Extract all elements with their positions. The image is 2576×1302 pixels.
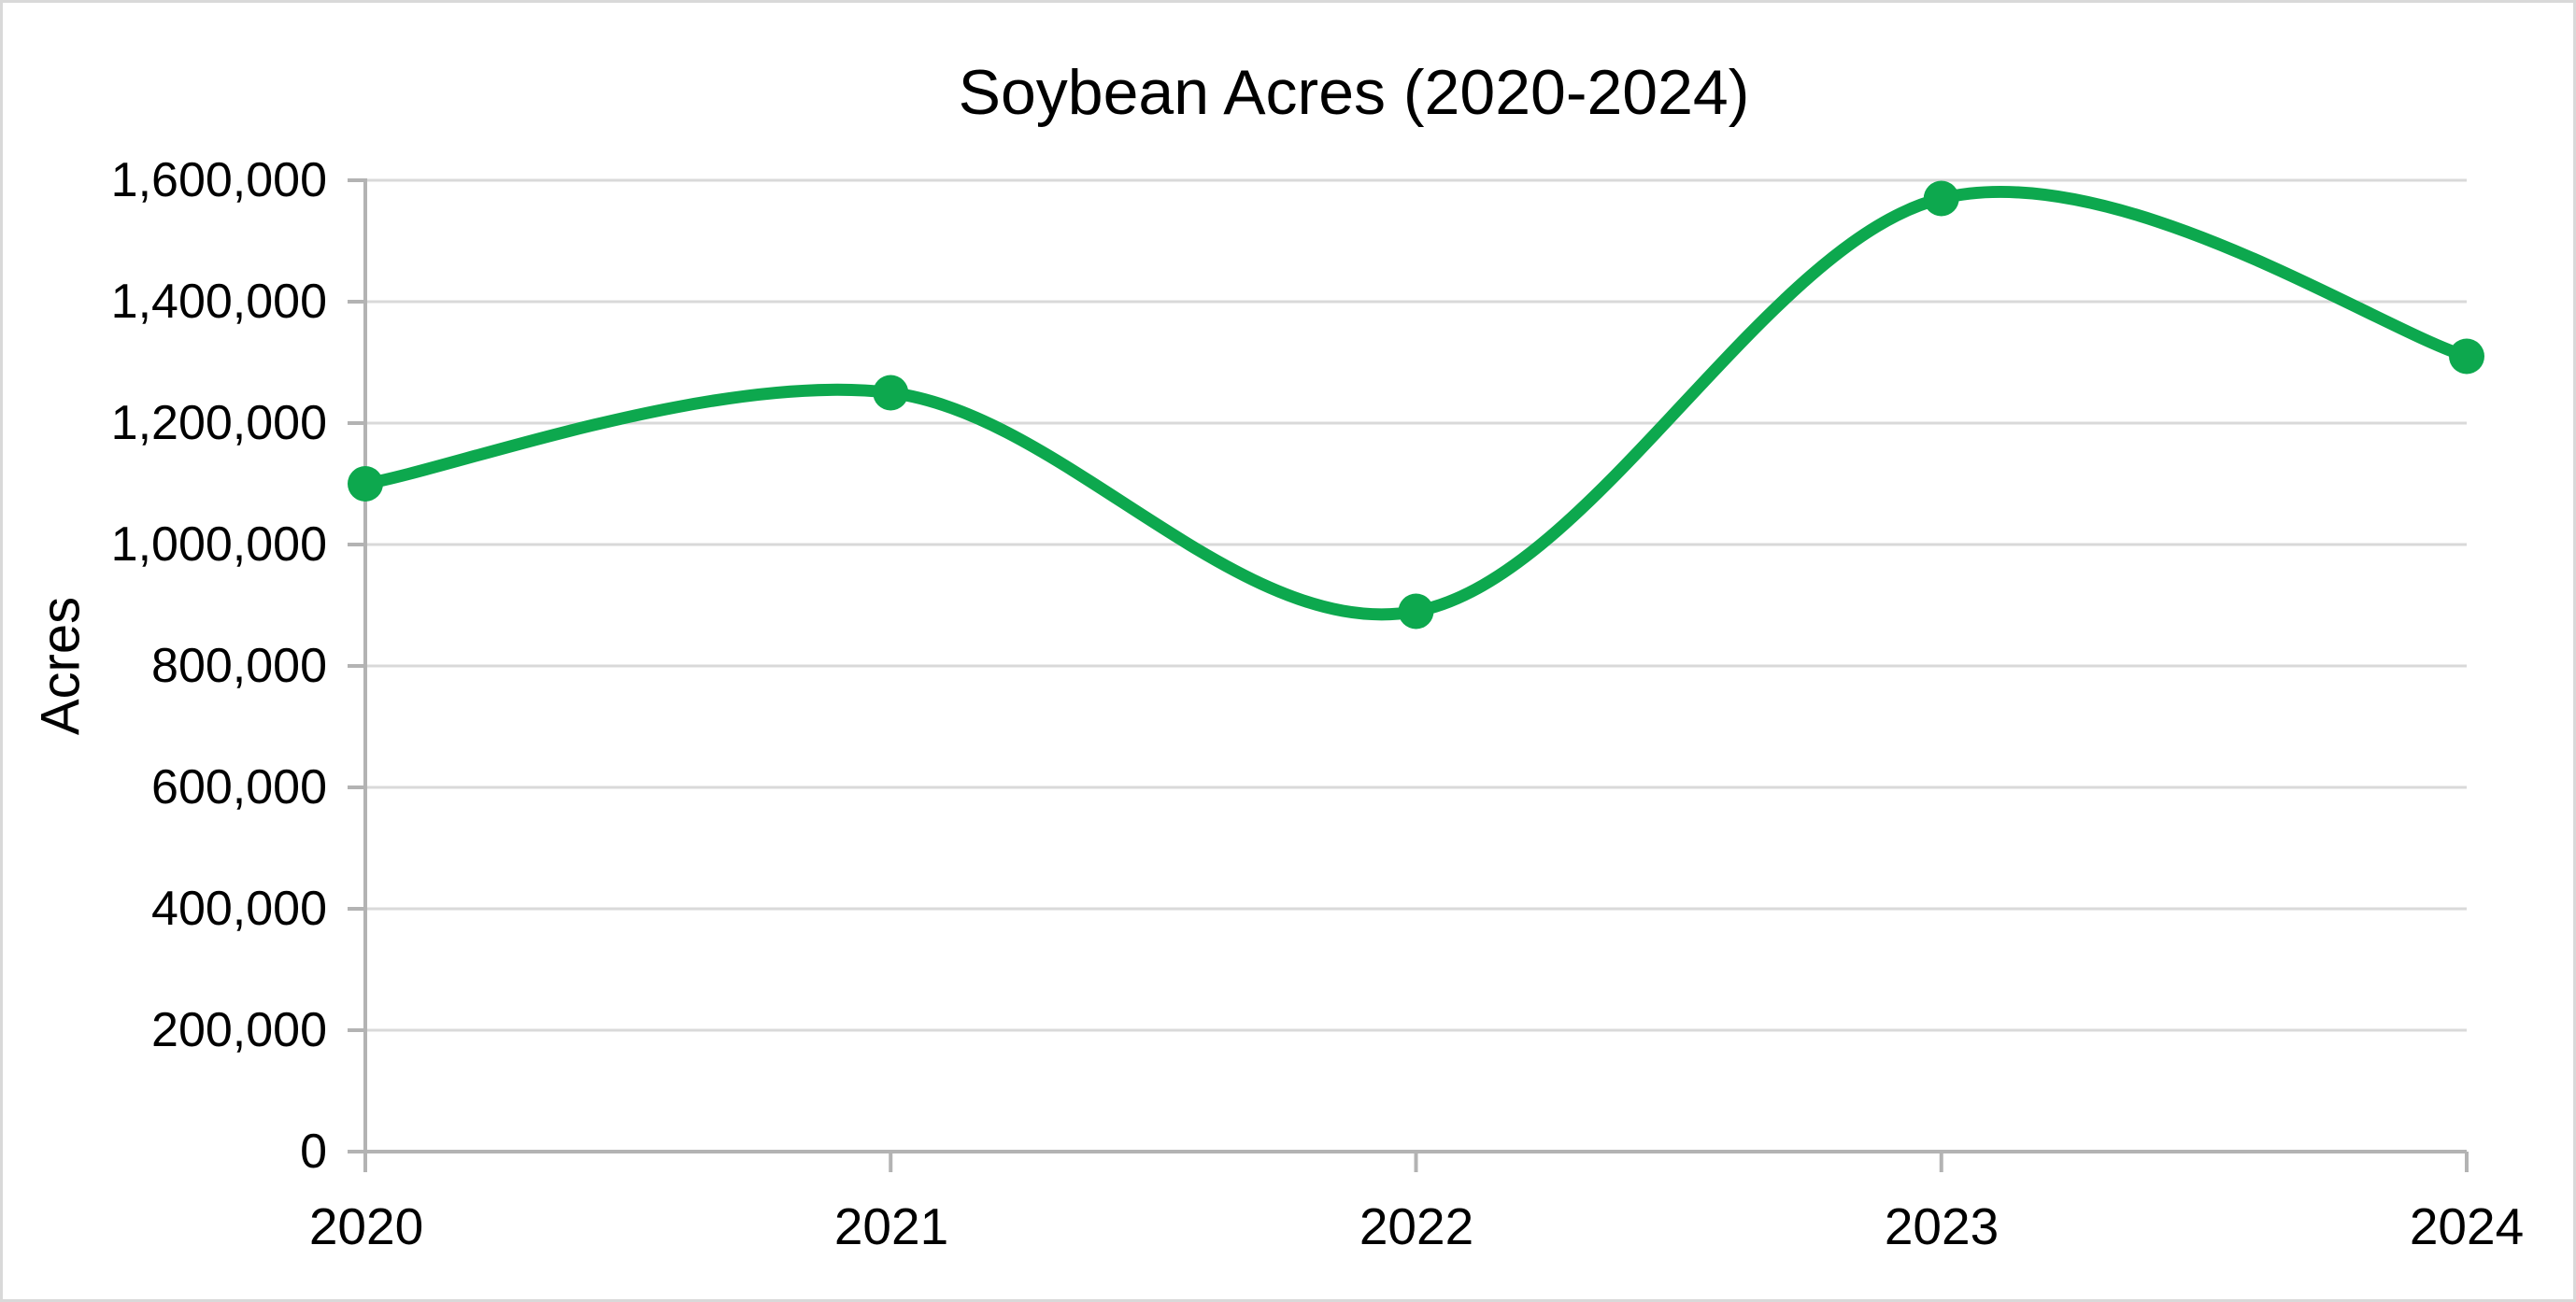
data-point-2021 <box>873 375 909 411</box>
x-axis-tick-label: 2021 <box>833 1197 949 1255</box>
y-axis-tick-label: 0 <box>300 1125 327 1179</box>
data-point-2024 <box>2449 338 2484 375</box>
x-axis-tick-label: 2022 <box>1359 1197 1474 1255</box>
y-axis-tick-label: 1,000,000 <box>110 517 327 572</box>
series-line <box>359 185 2473 621</box>
y-axis-tick-label: 400,000 <box>151 882 327 936</box>
y-axis-tick-label: 1,200,000 <box>110 396 327 450</box>
x-axis-tick-label: 2023 <box>1884 1197 2000 1255</box>
y-axis-tick-label: 1,400,000 <box>110 275 327 329</box>
data-point-2023 <box>1923 180 1959 217</box>
y-axis-tick-label: 200,000 <box>151 1003 327 1057</box>
x-axis-tick-label: 2020 <box>308 1197 424 1255</box>
x-axis-tick-label: 2024 <box>2409 1197 2525 1255</box>
data-point-2022 <box>1398 593 1434 630</box>
y-axis-tick-label: 1,600,000 <box>110 153 327 207</box>
y-axis-tick-label: 800,000 <box>151 639 327 693</box>
data-point-2020 <box>348 466 383 502</box>
y-axis-tick-label: 600,000 <box>151 760 327 814</box>
line-chart-plot-area <box>348 178 2484 1172</box>
chart-title: Soybean Acres (2020-2024) <box>958 57 1750 128</box>
